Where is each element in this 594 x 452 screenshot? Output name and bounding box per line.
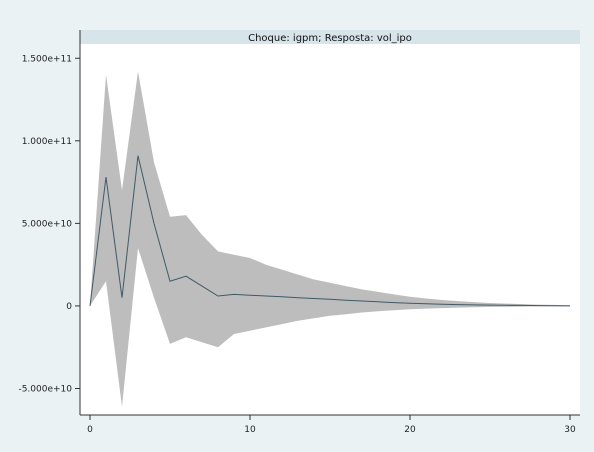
chart-title-bar <box>80 30 580 44</box>
x-ticks: 0 10 20 30 <box>87 415 576 435</box>
y-ticks: 1.500e+11 1.000e+11 5.000e+10 0 -5.000e+10 <box>18 54 80 394</box>
x-tick-label: 30 <box>564 425 576 435</box>
confidence-band <box>90 71 570 407</box>
x-tick-label: 10 <box>244 425 256 435</box>
axes-layer <box>79 30 580 416</box>
y-tick-label: 5.000e+10 <box>22 219 73 229</box>
confidence-band-layer <box>90 71 570 407</box>
y-tick-label: 0 <box>66 302 72 312</box>
y-tick-label: -5.000e+10 <box>18 384 72 394</box>
y-tick-label: 1.500e+11 <box>22 54 72 64</box>
x-tick-label: 20 <box>404 425 416 435</box>
y-tick-label: 1.000e+11 <box>22 137 72 147</box>
x-tick-label: 0 <box>87 425 93 435</box>
chart-title: Choque: igpm; Resposta: vol_ipo <box>248 33 412 44</box>
response-line <box>89 155 571 307</box>
response-line-layer <box>89 155 571 307</box>
